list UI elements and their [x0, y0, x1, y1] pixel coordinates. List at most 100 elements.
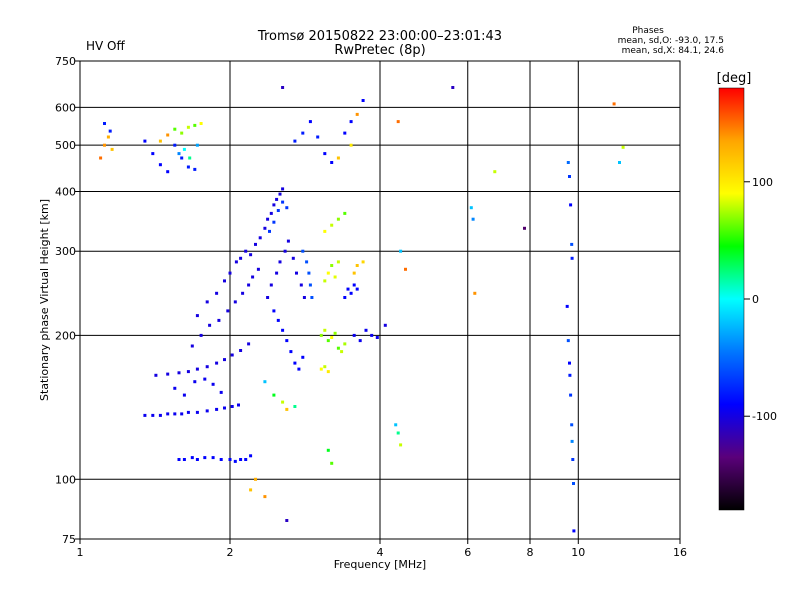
data-point [323, 279, 327, 283]
data-point [186, 125, 190, 129]
data-point [272, 393, 276, 397]
data-point [281, 86, 285, 89]
colorbar-tick-label: 0 [752, 293, 759, 306]
data-point [308, 120, 312, 124]
data-point [316, 135, 320, 139]
y-tick-label: 100 [55, 473, 76, 486]
data-point [244, 458, 248, 461]
data-point [469, 206, 473, 210]
data-point [301, 131, 305, 135]
phase-stats-o: mean, sd,O: -93.0, 17.5 [618, 36, 724, 46]
data-point [263, 380, 267, 384]
data-point [223, 358, 226, 362]
data-point [286, 239, 290, 243]
data-point [301, 355, 305, 359]
x-tick-label: 8 [527, 546, 534, 559]
data-point [254, 242, 257, 246]
data-point [299, 283, 303, 287]
data-point [166, 372, 170, 376]
data-point [195, 314, 199, 318]
hv-status: HV Off [86, 39, 125, 53]
data-point [173, 127, 177, 131]
data-point [473, 291, 477, 295]
data-point [233, 459, 237, 463]
data-point [211, 382, 215, 386]
data-point [355, 287, 359, 291]
data-point [281, 328, 285, 332]
data-point [281, 200, 285, 204]
data-point [291, 256, 295, 260]
data-point [195, 458, 199, 461]
data-point [258, 236, 262, 240]
data-point [302, 296, 306, 299]
colorbar [718, 87, 745, 511]
data-point [336, 156, 340, 160]
data-point [180, 131, 184, 135]
x-axis: 1 2 4 6 8 10 16 [77, 539, 687, 559]
data-point [283, 249, 287, 253]
data-point [177, 371, 181, 375]
data-point [323, 365, 327, 369]
data-point [370, 333, 374, 337]
x-axis-label: Frequency [MHz] [334, 558, 426, 571]
data-point [241, 291, 245, 295]
data-point [249, 488, 253, 492]
data-point [293, 139, 297, 143]
data-point [180, 412, 184, 416]
data-point [281, 187, 285, 191]
data-point [569, 203, 573, 207]
data-point [278, 192, 282, 196]
data-point [404, 267, 407, 271]
data-point [336, 217, 340, 221]
data-point [570, 423, 574, 427]
data-point [158, 139, 162, 143]
data-point [399, 443, 403, 447]
data-point [180, 156, 184, 160]
data-point [251, 275, 255, 279]
data-point [349, 291, 353, 295]
data-point [211, 456, 215, 460]
data-point [186, 410, 190, 414]
data-point [333, 331, 337, 335]
y-tick-label: 400 [55, 185, 76, 198]
data-point [307, 271, 311, 275]
data-point [308, 283, 312, 287]
data-point [173, 143, 177, 147]
data-point [383, 323, 387, 327]
y-tick-label: 600 [55, 101, 76, 114]
data-point [305, 260, 309, 264]
data-point [330, 461, 334, 465]
data-point [219, 458, 223, 461]
x-tick-label: 10 [571, 546, 585, 559]
data-point [326, 339, 330, 343]
data-point [572, 529, 576, 533]
data-point [349, 120, 353, 124]
data-point [301, 249, 305, 253]
data-point [323, 328, 327, 332]
data-point [276, 209, 280, 212]
data-point [182, 458, 186, 461]
data-point [237, 403, 240, 407]
data-point [272, 220, 276, 224]
data-point [205, 409, 209, 413]
data-point [293, 405, 297, 408]
data-point [361, 260, 365, 264]
data-point [195, 143, 199, 147]
data-point [199, 333, 203, 337]
data-point [570, 439, 574, 443]
x-tick-label: 2 [227, 546, 234, 559]
data-point [295, 271, 298, 275]
chart-subtitle: RwPretec (8p) [334, 43, 425, 58]
data-point [523, 226, 526, 230]
data-point [570, 242, 574, 246]
y-tick-label: 300 [55, 245, 76, 258]
data-point [143, 413, 147, 417]
data-point [358, 339, 362, 343]
data-point [193, 123, 197, 127]
data-point [110, 147, 114, 151]
data-point [219, 390, 223, 394]
data-point [143, 139, 147, 143]
data-point [190, 344, 194, 348]
data-point [566, 339, 570, 343]
